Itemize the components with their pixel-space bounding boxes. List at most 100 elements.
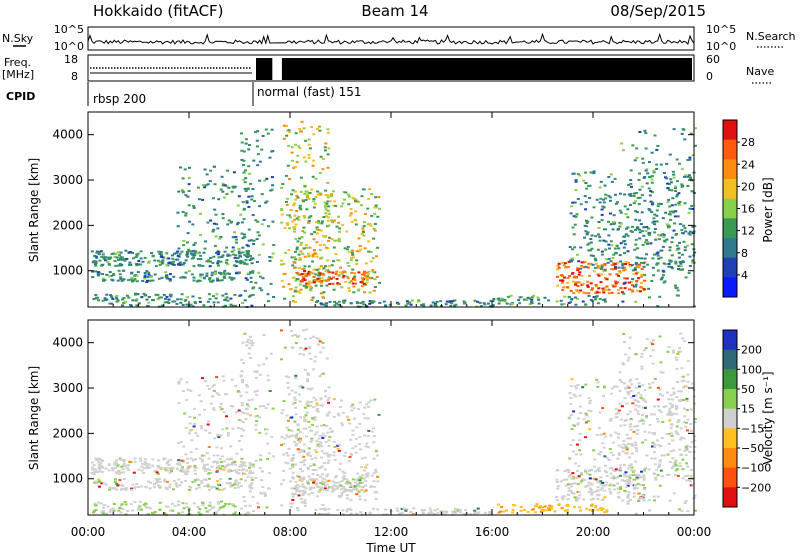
echo-cell (658, 335, 662, 338)
echo-cell (242, 233, 246, 236)
echo-cell (433, 302, 437, 305)
echo-cell (666, 182, 670, 185)
echo-cell (629, 203, 632, 206)
echo-cell (604, 435, 608, 438)
echo-cell (362, 234, 366, 237)
echo-cell (645, 168, 649, 171)
echo-cell (343, 488, 347, 491)
echo-cell (364, 489, 368, 492)
echo-cell (167, 257, 171, 260)
y-tick-label: 4000 (52, 336, 83, 350)
echo-cell (375, 255, 378, 258)
echo-cell (677, 419, 681, 422)
echo-cell (594, 285, 598, 288)
echo-cell (192, 425, 196, 428)
echo-cell (555, 478, 559, 481)
echo-cell (311, 164, 315, 167)
echo-cell (249, 464, 253, 467)
echo-cell (688, 265, 692, 267)
echo-cell (106, 256, 110, 259)
echo-cell (674, 474, 677, 477)
echo-cell (249, 239, 253, 242)
echo-cell (225, 482, 229, 484)
echo-cell (243, 181, 247, 184)
echo-cell (592, 449, 596, 452)
echo-cell (686, 429, 689, 432)
echo-cell (535, 505, 538, 508)
echo-cell (681, 232, 685, 235)
echo-cell (115, 294, 119, 297)
echo-cell (588, 473, 592, 476)
echo-cell (556, 268, 560, 271)
echo-cell (293, 396, 297, 399)
echo-cell (345, 494, 349, 497)
echo-cell (639, 261, 643, 264)
echo-cell (661, 245, 665, 248)
echo-cell (139, 457, 142, 460)
echo-cell (292, 204, 296, 207)
echo-cell (659, 256, 663, 259)
echo-cell (348, 422, 352, 425)
echo-cell (237, 481, 241, 484)
echo-cell (248, 462, 252, 465)
echo-cell (230, 190, 234, 193)
echo-cell (182, 261, 186, 264)
echo-cell (634, 272, 638, 275)
echo-cell (590, 504, 594, 507)
echo-cell (556, 284, 560, 287)
echo-cell (577, 281, 581, 284)
echo-cell (652, 451, 656, 454)
echo-cell (144, 505, 148, 508)
echo-cell (103, 297, 107, 300)
echo-cell (322, 296, 325, 299)
echo-cell (638, 131, 642, 133)
echo-cell (651, 381, 655, 384)
echo-cell (305, 328, 309, 331)
echo-cell (288, 131, 292, 134)
echo-cell (177, 263, 181, 266)
echo-cell (669, 426, 673, 429)
echo-cell (285, 452, 289, 454)
echo-cell (129, 251, 133, 254)
echo-cell (122, 269, 126, 272)
echo-cell (307, 265, 311, 268)
echo-cell (116, 464, 120, 467)
echo-cell (566, 277, 570, 279)
echo-cell (241, 401, 245, 404)
echo-cell (675, 408, 679, 410)
echo-cell (589, 298, 593, 301)
echo-cell (251, 341, 255, 344)
echo-cell (312, 406, 316, 409)
echo-cell (498, 299, 502, 302)
echo-cell (609, 483, 613, 486)
echo-cell (320, 465, 324, 468)
echo-cell (358, 475, 362, 478)
echo-cell (244, 505, 247, 507)
echo-cell (115, 300, 119, 303)
echo-cell (300, 273, 304, 276)
echo-cell (499, 510, 503, 513)
echo-cell (137, 260, 141, 262)
echo-cell (355, 250, 359, 253)
echo-cell (226, 272, 230, 275)
echo-cell (325, 483, 329, 486)
echo-cell (303, 463, 307, 466)
echo-cell (203, 467, 207, 470)
echo-cell (111, 469, 115, 472)
echo-cell (668, 246, 672, 249)
echo-cell (345, 275, 349, 278)
echo-cell (100, 482, 104, 485)
echo-cell (324, 389, 327, 392)
echo-cell (600, 273, 603, 276)
echo-cell (607, 292, 611, 295)
echo-cell (630, 264, 634, 267)
nsearch-label: N.Search (746, 30, 796, 43)
echo-cell (316, 190, 320, 193)
echo-cell (689, 176, 692, 179)
echo-cell (248, 466, 251, 469)
echo-cell (574, 303, 578, 306)
echo-cell (645, 226, 649, 228)
echo-cell (669, 260, 673, 263)
echo-cell (574, 189, 578, 191)
echo-cell (185, 250, 189, 253)
